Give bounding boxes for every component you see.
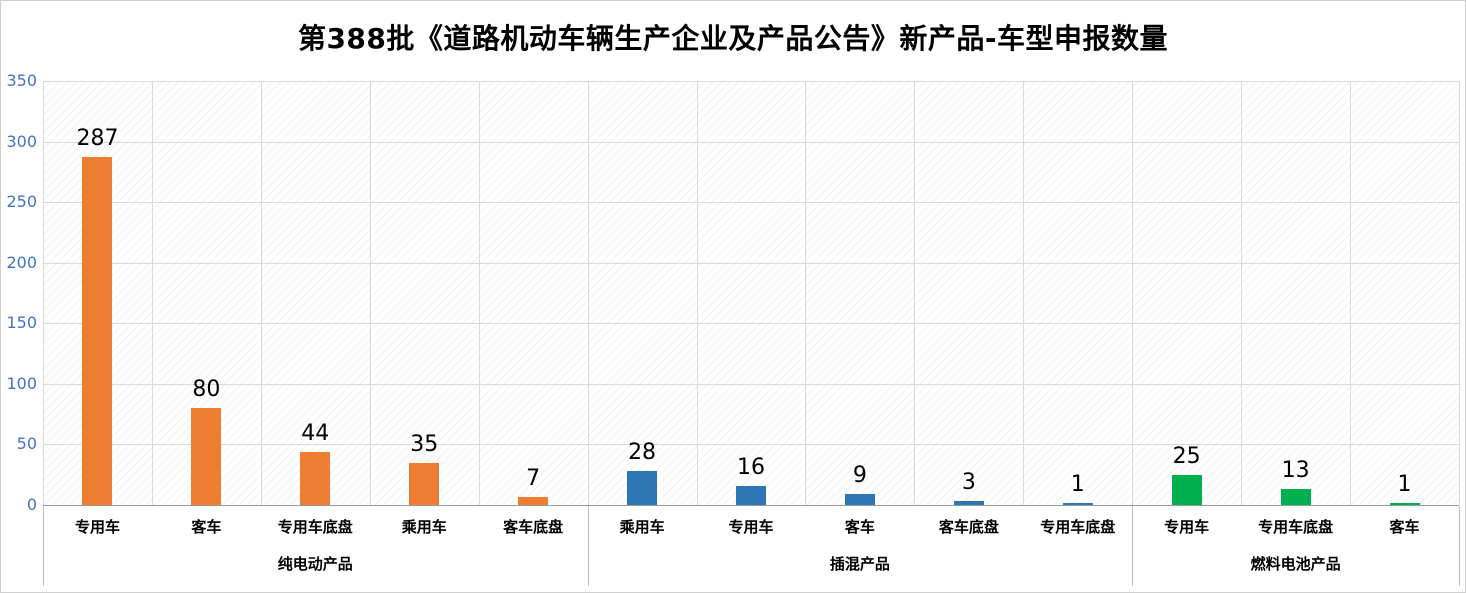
gridline-x: [1241, 81, 1243, 505]
value-label: 35: [410, 431, 439, 457]
axis-separator: [43, 506, 44, 586]
value-label: 44: [301, 420, 330, 446]
gridline-y-250: [43, 202, 1459, 204]
gridline-x: [151, 81, 153, 505]
gridline-x: [1023, 81, 1025, 505]
value-label: 13: [1281, 458, 1310, 484]
gridline-x: [43, 81, 44, 505]
category-slot: 287: [43, 81, 152, 505]
gridline-x: [587, 81, 589, 505]
bar-专用车: [1171, 474, 1202, 505]
y-tick-label: 300: [6, 131, 37, 151]
value-label: 9: [852, 463, 867, 489]
bar-客车: [844, 494, 875, 505]
category-slot: 25: [1132, 81, 1241, 505]
gridline-y-300: [43, 141, 1459, 143]
group-label: 纯电动产品: [277, 555, 353, 573]
gridline-x: [478, 81, 480, 505]
value-label: 1: [1070, 472, 1085, 497]
category-label: 专用车底盘: [1040, 518, 1116, 536]
value-label: 3: [961, 470, 976, 496]
gridline-y-200: [43, 262, 1459, 264]
category-label: 乘用车: [401, 518, 447, 536]
value-label: 80: [192, 377, 221, 403]
bar-slots: 287 80 44 35 7 28 16 9 3 1 25 13 1: [43, 81, 1459, 505]
bar-客车: [1389, 503, 1420, 505]
bar-客车底盘: [953, 501, 984, 505]
y-tick-label: 100: [6, 373, 37, 393]
y-tick-label: 150: [6, 313, 37, 333]
category-label: 客车底盘: [503, 518, 564, 536]
y-tick-label: 200: [6, 252, 37, 272]
category-slot: 13: [1241, 81, 1350, 505]
gridline-x: [696, 81, 698, 505]
category-label: 专用车底盘: [1258, 518, 1334, 536]
category-label: 客车: [191, 518, 222, 536]
value-label: 287: [76, 126, 119, 152]
category-label: 专用车: [728, 518, 774, 536]
bar-乘用车: [627, 471, 658, 505]
category-axis: 专用车 客车 专用车底盘 乘用车 客车底盘 乘用车 专用车 客车 客车底盘 专用车底盘 专用车 专用车…: [43, 506, 1459, 541]
value-label: 16: [736, 454, 765, 480]
gridline-x: [1459, 81, 1460, 505]
bar-专用车底盘: [1280, 489, 1311, 505]
category-label: 客车: [844, 518, 875, 536]
y-tick-label: 0: [26, 495, 37, 514]
category-label: 乘用车: [619, 518, 665, 536]
bar-专用车: [82, 157, 113, 505]
gridline-y-50: [43, 444, 1459, 446]
category-slot: 80: [152, 81, 261, 505]
category-slot: 1: [1350, 81, 1459, 505]
bar-专用车: [735, 485, 766, 505]
category-slot: 3: [914, 81, 1023, 505]
gridline-x: [1132, 81, 1134, 505]
axis-separator: [1459, 506, 1460, 586]
category-label: 客车: [1389, 518, 1420, 536]
y-tick-label: 350: [6, 71, 37, 90]
value-label: 25: [1172, 443, 1201, 469]
group-label: 燃料电池产品: [1250, 555, 1341, 573]
value-label: 7: [526, 465, 541, 491]
bar-专用车底盘: [1062, 503, 1093, 505]
chart-title: 第388批《道路机动车辆生产企业及产品公告》新产品-车型申报数量: [297, 22, 1169, 55]
gridline-x: [914, 81, 916, 505]
category-label: 专用车: [1164, 518, 1210, 536]
category-label: 专用车底盘: [277, 518, 353, 536]
group-axis: 纯电动产品 插混产品 燃料电池产品: [43, 541, 1459, 586]
y-tick-label: 250: [6, 192, 37, 212]
gridline-x: [369, 81, 371, 505]
y-tick-label: 50: [16, 434, 37, 454]
category-label: 客车底盘: [938, 518, 999, 536]
category-slot: 1: [1023, 81, 1132, 505]
gridline-y-350: [43, 81, 1459, 82]
category-slot: 7: [479, 81, 588, 505]
category-slot: 35: [370, 81, 479, 505]
bar-专用车底盘: [300, 451, 331, 505]
category-slot: 9: [805, 81, 914, 505]
gridline-x: [1350, 81, 1352, 505]
category-slot: 44: [261, 81, 370, 505]
gridline-y-150: [43, 323, 1459, 325]
axis-separator: [587, 506, 589, 586]
gridline-x: [260, 81, 262, 505]
plot-area: 287 80 44 35 7 28 16 9 3 1 25 13 1: [43, 81, 1460, 506]
value-label: 1: [1397, 472, 1412, 497]
gridline-x: [805, 81, 807, 505]
group-label: 插混产品: [829, 555, 890, 573]
axis-separator: [1132, 506, 1134, 586]
category-label: 专用车: [74, 518, 120, 536]
category-slot: 28: [588, 81, 697, 505]
category-slot: 16: [697, 81, 806, 505]
bar-客车: [191, 408, 222, 505]
value-label: 28: [628, 440, 657, 466]
gridline-y-100: [43, 383, 1459, 385]
bar-客车底盘: [518, 496, 549, 505]
bar-乘用车: [409, 462, 440, 505]
